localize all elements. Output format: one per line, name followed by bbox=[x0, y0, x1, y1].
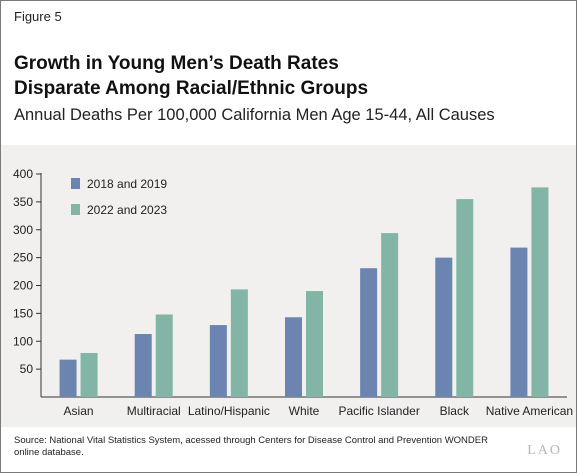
y-tick-label: 400 bbox=[13, 167, 33, 181]
bar-series-2 bbox=[531, 187, 549, 397]
figure-label: Figure 5 bbox=[14, 9, 62, 24]
x-category-label: Pacific Islander bbox=[338, 404, 419, 418]
lao-logo: LAO bbox=[527, 443, 562, 458]
y-tick-label: 200 bbox=[13, 279, 33, 293]
bar-series-2 bbox=[80, 352, 98, 397]
bar-series-1 bbox=[510, 247, 528, 397]
bar-series-2 bbox=[306, 291, 323, 397]
chart-subtitle: Annual Deaths Per 100,000 California Men… bbox=[14, 106, 495, 124]
y-tick-label: 150 bbox=[13, 306, 33, 320]
legend-swatch bbox=[71, 204, 80, 215]
legend-swatch bbox=[71, 178, 80, 189]
y-tick-label: 50 bbox=[20, 362, 34, 376]
legend-label: 2018 and 2019 bbox=[87, 177, 167, 191]
bar-chart: 50 100 150 200 250 300 350 400 Asian Multiracial L… bbox=[13, 167, 573, 418]
legend-label: 2022 and 2023 bbox=[87, 203, 167, 217]
y-tick-label: 350 bbox=[13, 195, 33, 209]
bar-series-2 bbox=[381, 233, 399, 397]
bar-series-1 bbox=[435, 257, 453, 397]
y-tick-label: 250 bbox=[13, 251, 33, 265]
bar-series-2 bbox=[155, 314, 173, 397]
y-tick-label: 100 bbox=[13, 334, 33, 348]
chart-title: Growth in Young Men’s Death Rates Dispar… bbox=[14, 51, 554, 101]
source-note: Source: National Vital Statistics System… bbox=[14, 435, 488, 458]
x-category-label: Asian bbox=[64, 404, 94, 418]
x-category-label: Latino/Hispanic bbox=[188, 404, 270, 418]
x-category-label: Black bbox=[440, 404, 470, 418]
y-tick-label: 300 bbox=[13, 223, 33, 237]
chart-title-line-2: Disparate Among Racial/Ethnic Groups bbox=[14, 78, 369, 99]
bar-series-2 bbox=[456, 199, 474, 397]
x-category-label: White bbox=[289, 404, 320, 418]
x-category-label: Multiracial bbox=[127, 404, 181, 418]
bar-series-1 bbox=[360, 268, 378, 397]
bar-series-1 bbox=[209, 325, 227, 397]
x-category-label: Native American bbox=[486, 404, 573, 418]
bar-series-1 bbox=[285, 317, 302, 397]
bar-series-1 bbox=[134, 334, 152, 397]
plot-panel: 50 100 150 200 250 300 350 400 Asian Multiracial L… bbox=[1, 145, 576, 427]
bar-series-2 bbox=[230, 289, 248, 397]
bar-series-1 bbox=[59, 359, 77, 397]
chart-title-line-1: Growth in Young Men’s Death Rates bbox=[14, 53, 339, 74]
